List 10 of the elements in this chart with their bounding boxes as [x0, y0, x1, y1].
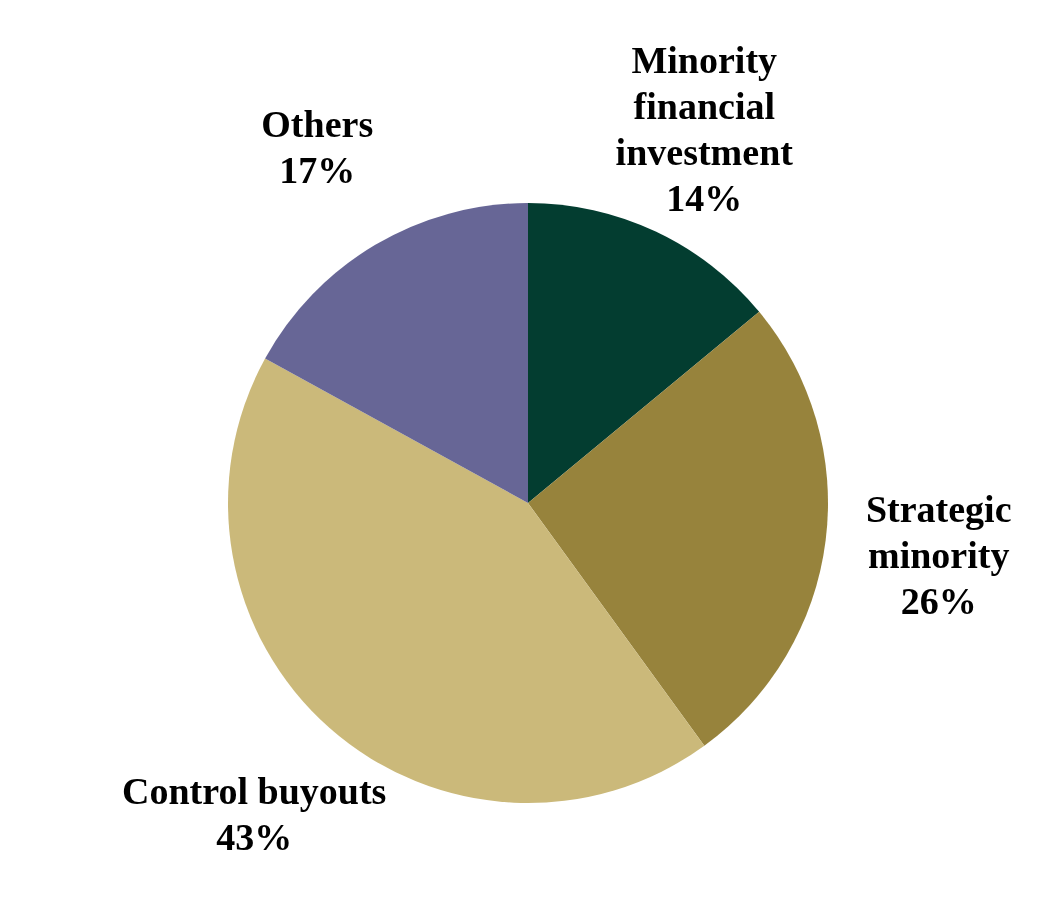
data-label: 26% [900, 580, 977, 623]
pie-slice [528, 311, 828, 746]
slice-label: Strategic minority [865, 488, 1012, 577]
data-label: 17% [279, 148, 356, 191]
slice-label: Others [261, 102, 374, 145]
pie-slice [265, 203, 528, 503]
data-label: 43% [216, 815, 293, 858]
slice-label: Minority financial investment [615, 38, 794, 173]
slice-label: Control buyouts [122, 769, 387, 812]
data-label: 14% [666, 176, 743, 219]
